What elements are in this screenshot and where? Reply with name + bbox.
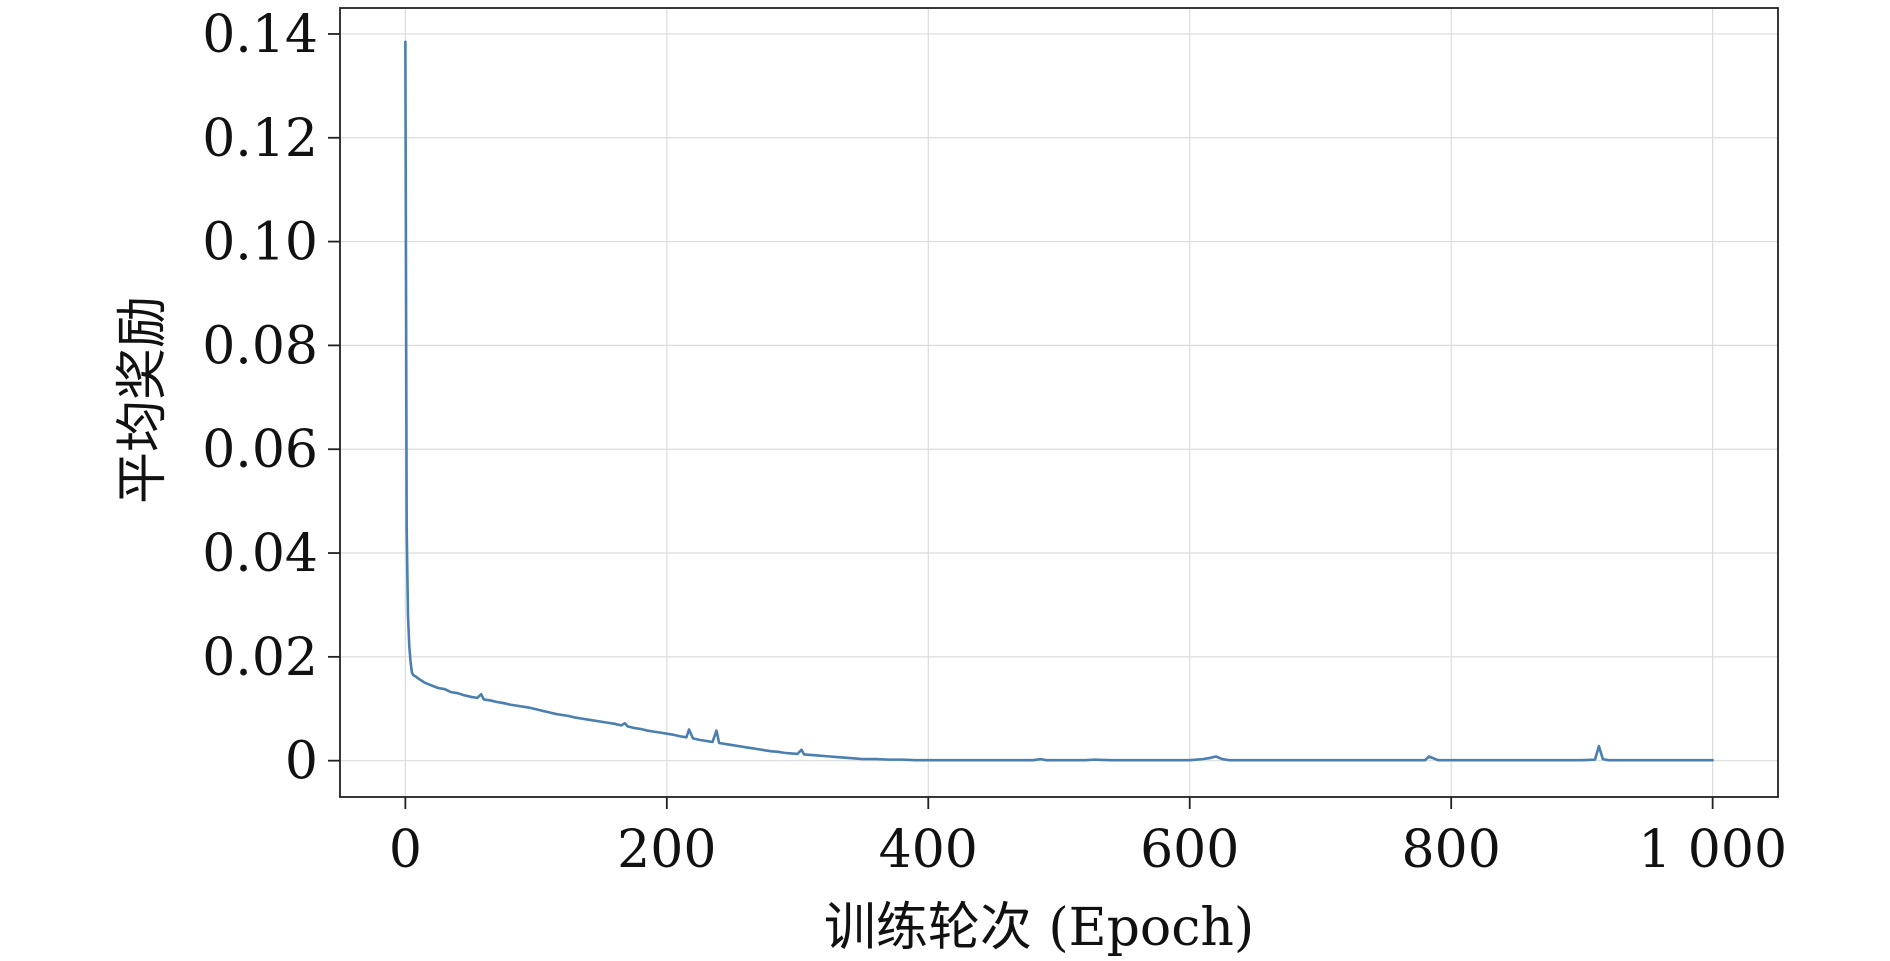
x-tick-label: 0 xyxy=(389,820,422,880)
y-axis-ticks: 0 0.02 0.04 0.06 0.08 0.10 0.12 0.14 xyxy=(202,5,340,792)
x-axis-label: 训练轮次 (Epoch) xyxy=(824,898,1254,958)
y-tick-label: 0.08 xyxy=(202,316,318,376)
plot-frame xyxy=(339,7,1779,798)
y-gridlines xyxy=(340,33,1778,762)
series-layer xyxy=(404,40,1714,762)
y-tick-label: 0.12 xyxy=(202,109,318,169)
x-axis-ticks: 0 200 400 600 800 1 000 xyxy=(389,797,1787,880)
x-tick-label: 400 xyxy=(879,820,978,880)
x-tick-label: 1 000 xyxy=(1638,820,1787,880)
y-tick-label: 0.02 xyxy=(202,628,318,688)
series-line-0 xyxy=(404,40,1714,762)
y-tick-label: 0.06 xyxy=(202,420,318,480)
y-tick-label: 0.14 xyxy=(202,5,318,65)
y-tick-label: 0 xyxy=(285,732,318,792)
y-axis-label: 平均奖励 xyxy=(113,296,173,504)
x-tick-label: 800 xyxy=(1402,820,1501,880)
x-tick-label: 200 xyxy=(617,820,716,880)
x-gridlines xyxy=(404,8,1714,797)
x-tick-label: 600 xyxy=(1140,820,1239,880)
y-tick-label: 0.04 xyxy=(202,524,318,584)
y-tick-label: 0.10 xyxy=(202,213,318,273)
